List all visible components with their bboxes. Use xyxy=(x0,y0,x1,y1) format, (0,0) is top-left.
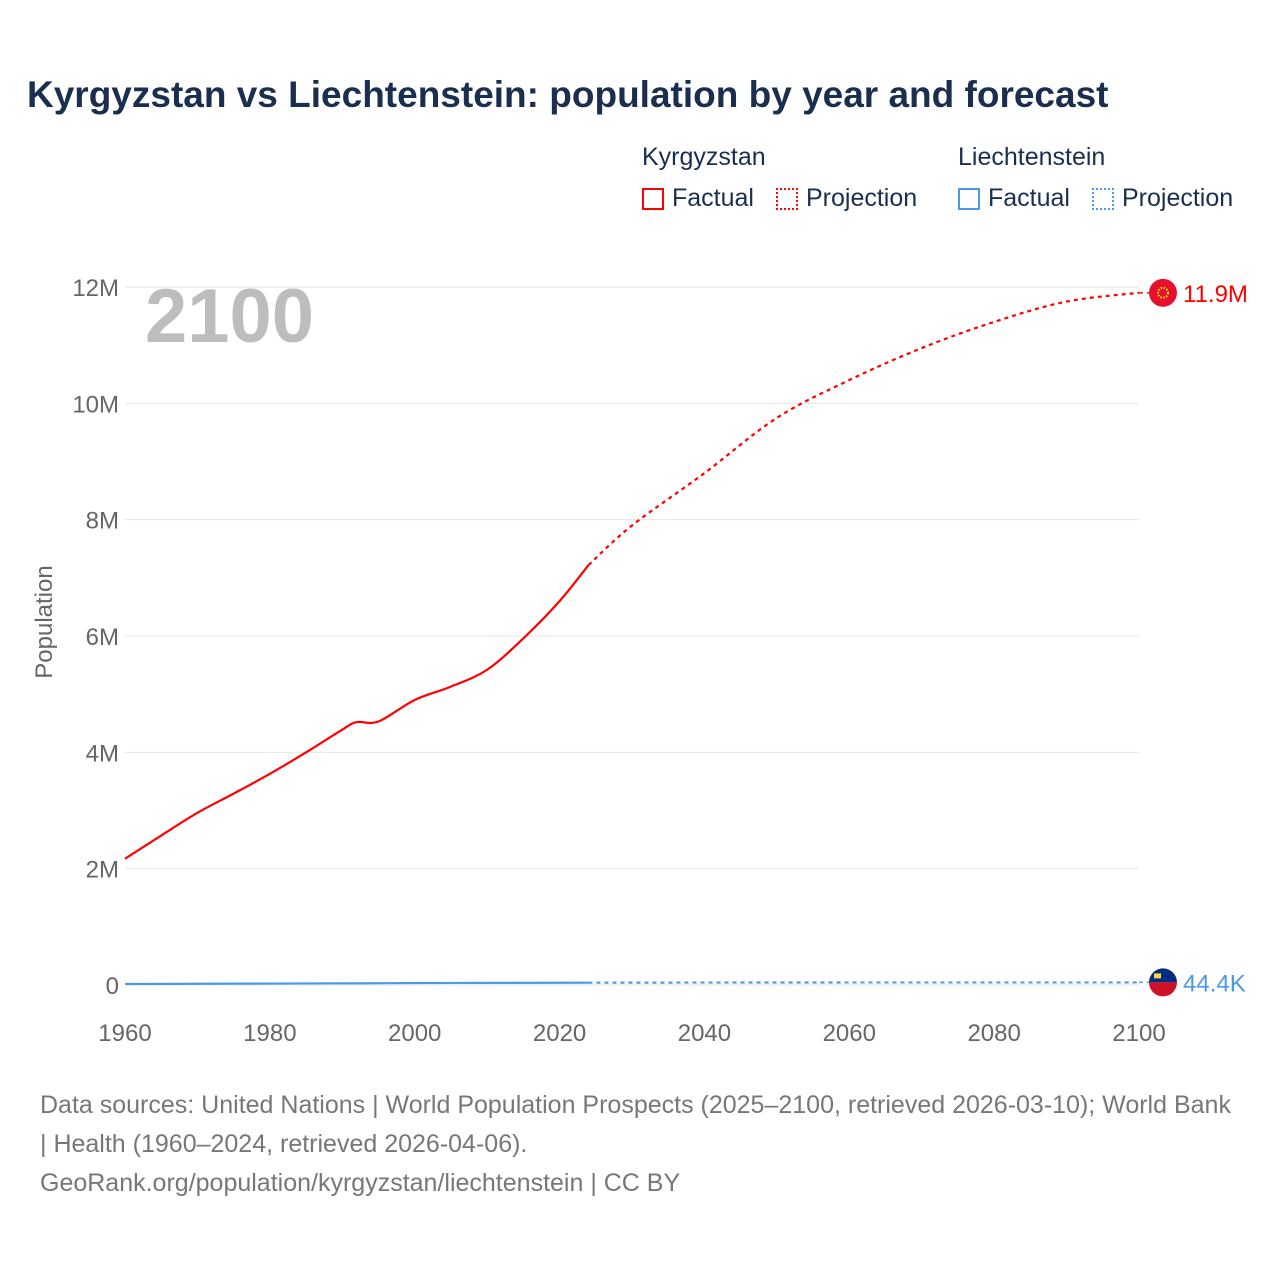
legend-liechtenstein-factual[interactable]: Factual xyxy=(958,184,1070,213)
y-tick-label: 12M xyxy=(72,275,119,302)
legend-label: Factual xyxy=(672,184,754,212)
y-axis-label: Population xyxy=(31,565,58,678)
legend-heading: Liechtenstein xyxy=(958,143,1106,171)
liechtenstein-flag-icon xyxy=(1149,968,1178,983)
swatch-dotted-icon xyxy=(1091,187,1114,210)
legend-label: Projection xyxy=(805,184,918,212)
kyrgyzstan-factual-line xyxy=(124,564,590,860)
swatch-solid-icon xyxy=(642,187,664,210)
sun-icon xyxy=(1157,286,1169,299)
legend-kyrgyzstan-projection[interactable]: Projection xyxy=(775,184,918,213)
swatch-dotted-icon xyxy=(775,187,798,210)
year-label: 2100 xyxy=(145,274,314,359)
x-tick-label: 1980 xyxy=(243,1020,296,1047)
footer: Data sources: United Nations | World Pop… xyxy=(40,1086,1240,1203)
y-tick-label: 6M xyxy=(86,624,119,651)
crown-icon xyxy=(1154,973,1161,979)
kyrgyzstan-projection-line xyxy=(587,291,1140,566)
chart-title: Kyrgyzstan vs Liechtenstein: population … xyxy=(27,74,1109,115)
x-tick-label: 2100 xyxy=(1112,1020,1165,1047)
liechtenstein-end-label: 44.4K xyxy=(1183,970,1246,997)
liechtenstein-flag-icon xyxy=(1149,982,1178,997)
legend-label: Factual xyxy=(988,184,1070,212)
legend-kyrgyzstan-factual[interactable]: Factual xyxy=(642,184,754,213)
x-tick-label: 2060 xyxy=(823,1020,876,1047)
source-link[interactable]: GeoRank.org/population/kyrgyzstan/liecht… xyxy=(40,1169,681,1197)
liechtenstein-factual-line xyxy=(124,981,589,986)
x-tick-label: 2000 xyxy=(388,1020,441,1047)
y-tick-label: 8M xyxy=(86,508,119,535)
y-tick-label: 10M xyxy=(72,391,119,418)
y-tick-label: 0 xyxy=(106,973,119,1000)
legend-kyrgyzstan: Kyrgyzstan Factual Projection xyxy=(642,143,933,213)
kyrgyzstan-flag-icon xyxy=(1149,278,1177,307)
y-tick-label: 2M xyxy=(86,857,119,884)
kyrgyzstan-end-label: 11.9M xyxy=(1183,281,1248,308)
x-tick-label: 1960 xyxy=(98,1020,151,1047)
legend-heading: Kyrgyzstan xyxy=(642,143,766,171)
legend-liechtenstein: Liechtenstein Factual Projection xyxy=(958,143,1249,213)
x-tick-label: 2020 xyxy=(533,1020,586,1047)
y-tick-label: 4M xyxy=(86,740,119,767)
legend-label: Projection xyxy=(1121,184,1234,212)
legend-liechtenstein-projection[interactable]: Projection xyxy=(1091,184,1234,213)
x-tick-label: 2080 xyxy=(967,1020,1020,1047)
x-tick-label: 2040 xyxy=(678,1020,731,1047)
data-sources: Data sources: United Nations | World Pop… xyxy=(40,1091,1231,1158)
swatch-solid-icon xyxy=(958,187,980,210)
